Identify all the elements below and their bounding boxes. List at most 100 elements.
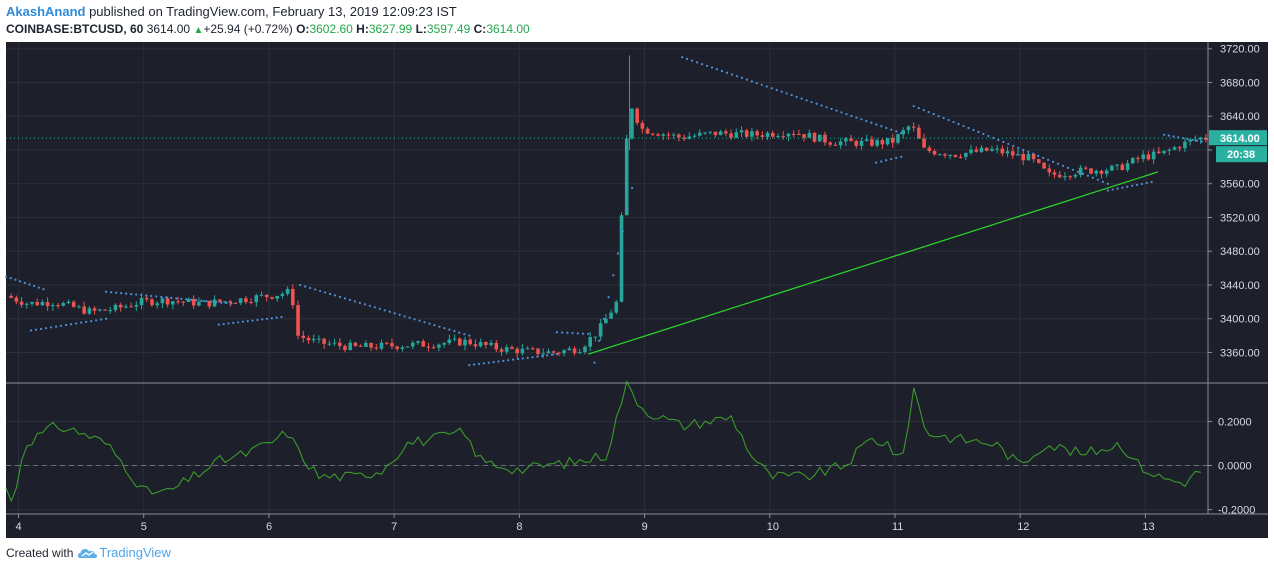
candle-body xyxy=(1089,168,1093,174)
sar-dot xyxy=(217,323,220,326)
candle-body xyxy=(546,351,551,354)
sar-dot xyxy=(795,95,798,98)
sar-dot xyxy=(304,285,307,288)
candle-body xyxy=(885,138,890,145)
sar-dot xyxy=(745,78,748,81)
sar-dot xyxy=(1172,135,1175,138)
sar-dot xyxy=(1200,140,1203,143)
candle-body xyxy=(171,301,175,305)
candle-body xyxy=(207,300,212,307)
sar-dot xyxy=(44,327,48,330)
sar-dot xyxy=(130,292,133,296)
sar-dot xyxy=(890,128,893,131)
sar-dot xyxy=(1051,160,1055,163)
candle-body xyxy=(113,304,118,311)
candle-body xyxy=(901,130,906,135)
sar-dot xyxy=(487,361,490,364)
sar-dot xyxy=(265,317,269,320)
osc-tick-label: 0.2000 xyxy=(1218,416,1252,428)
candle-body xyxy=(614,301,619,313)
sar-dot xyxy=(458,331,461,334)
sar-dot xyxy=(1017,146,1020,150)
candle-body xyxy=(124,306,128,308)
sar-dot xyxy=(33,284,36,288)
candle-body xyxy=(1057,174,1062,178)
time-tick-label: 10 xyxy=(767,521,779,533)
price-tick-label: 3400.00 xyxy=(1220,314,1260,326)
sar-dot xyxy=(507,359,510,362)
publish-info: published on TradingView.com, February 1… xyxy=(85,4,457,19)
candle-body xyxy=(275,295,279,299)
sar-dot xyxy=(855,116,858,119)
candle-body xyxy=(77,306,81,308)
sar-dot xyxy=(735,75,739,78)
sar-dot xyxy=(937,114,940,118)
tradingview-brand[interactable]: TradingView xyxy=(99,545,171,560)
sar-dot xyxy=(725,71,729,74)
sar-dot xyxy=(14,278,17,281)
candle-body xyxy=(964,152,968,157)
candle-body xyxy=(739,130,744,133)
sar-dot xyxy=(230,302,233,305)
candle-body xyxy=(160,298,165,304)
sar-dot xyxy=(555,331,559,334)
sar-dot xyxy=(521,357,524,360)
candle-body xyxy=(630,108,634,139)
sar-dot xyxy=(770,87,773,90)
candle-body xyxy=(640,122,645,129)
candle-body xyxy=(864,139,869,141)
candle-body xyxy=(379,342,384,349)
time-tick-label: 5 xyxy=(141,521,147,533)
sar-dot xyxy=(205,300,208,303)
sar-dot xyxy=(982,132,985,136)
candle-body xyxy=(937,154,942,156)
candle-body xyxy=(134,305,139,307)
sar-dot xyxy=(900,132,903,135)
chart-area[interactable]: 3360.00 3400.00 3440.00 3480.00 3520.00 3560.… xyxy=(0,42,1274,538)
candle-body xyxy=(515,348,519,354)
sar-dot xyxy=(550,353,554,356)
candle-body xyxy=(593,336,598,338)
candle-body xyxy=(1167,149,1172,151)
candle-body xyxy=(802,134,806,138)
candle-body xyxy=(30,301,34,304)
candle-body xyxy=(202,300,206,302)
author-link[interactable]: AkashAnand xyxy=(6,4,86,19)
candle-body xyxy=(332,342,337,344)
sar-dot xyxy=(972,128,975,132)
sar-dot xyxy=(145,294,148,297)
candle-body xyxy=(1047,168,1052,173)
candle-body xyxy=(995,148,999,150)
candle-body xyxy=(917,127,921,139)
sar-dot xyxy=(299,283,302,287)
osc-tick-label: -0.2000 xyxy=(1218,505,1255,517)
candle-body xyxy=(838,141,843,146)
candle-body xyxy=(358,345,363,347)
candle-body xyxy=(531,348,535,350)
candle-body xyxy=(770,132,775,137)
time-tick-label: 9 xyxy=(642,521,648,533)
sar-dot xyxy=(23,281,26,284)
candle-body xyxy=(854,141,859,146)
sar-dot xyxy=(37,286,40,289)
sar-dot xyxy=(860,118,863,121)
sar-dot xyxy=(927,110,930,114)
candle-body xyxy=(817,134,822,142)
ohlc-legend: COINBASE:BTCUSD, 60 3614.00 ▲+25.94 (+0.… xyxy=(6,22,530,36)
sar-dot xyxy=(526,356,529,359)
sar-dot xyxy=(388,310,391,313)
candle-body xyxy=(1078,167,1083,175)
candle-body xyxy=(786,133,791,137)
candle-body xyxy=(859,140,864,146)
candle-body xyxy=(948,154,952,156)
sar-dot xyxy=(1121,186,1124,189)
sar-dot xyxy=(227,322,230,325)
candle-body xyxy=(468,339,473,345)
candle-body xyxy=(51,305,55,307)
tradingview-logo[interactable]: TradingView xyxy=(77,545,171,560)
created-with-label: Created with xyxy=(6,545,74,560)
sar-dot xyxy=(408,316,411,319)
candle-body xyxy=(244,298,248,302)
sar-dot xyxy=(942,116,945,120)
candle-body xyxy=(1120,164,1125,171)
